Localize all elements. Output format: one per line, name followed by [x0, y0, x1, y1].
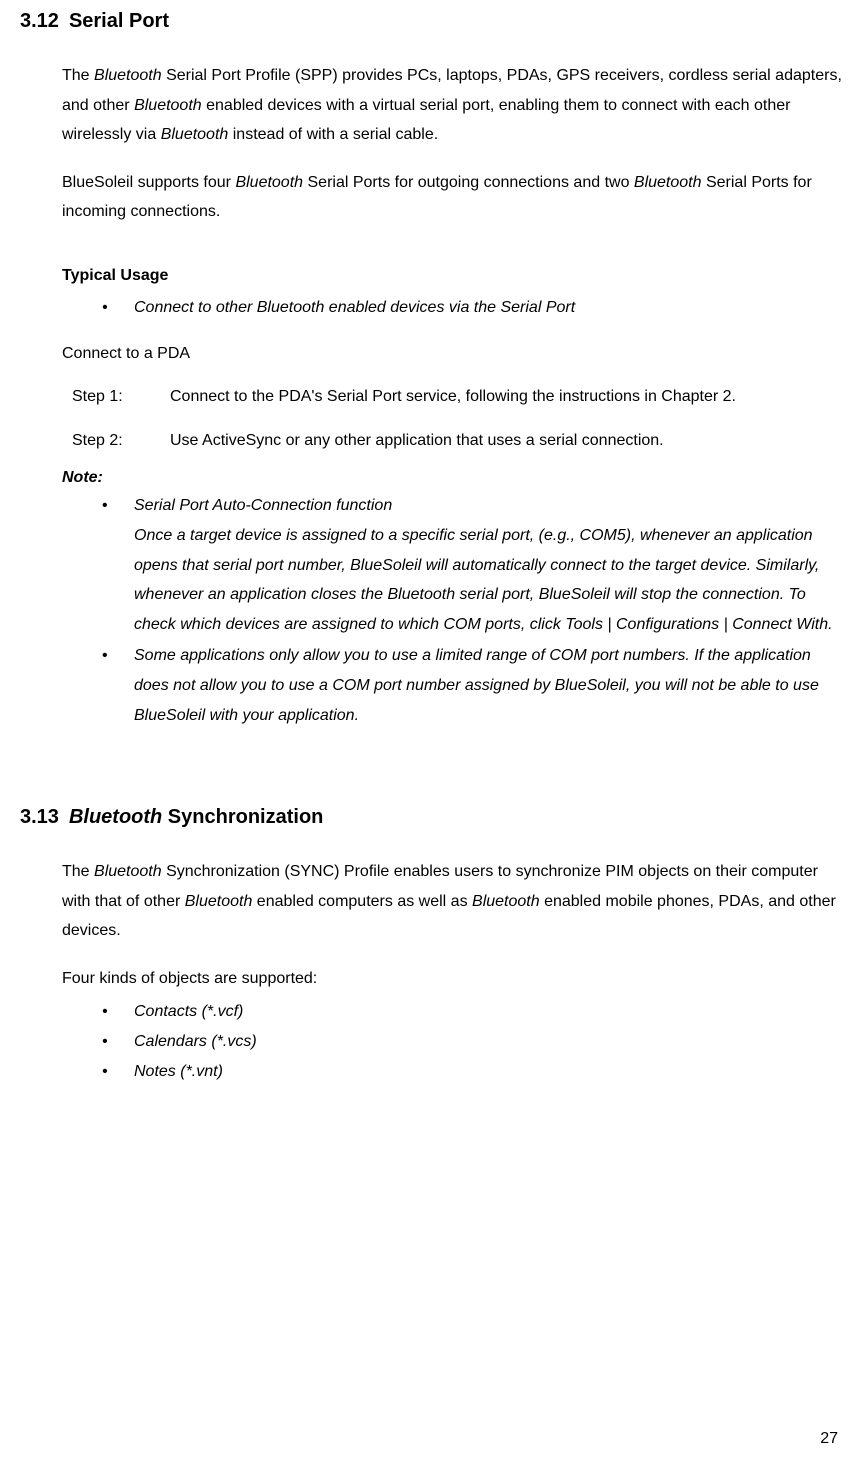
para2-bluetooth-2: Bluetooth	[634, 174, 702, 191]
s313-p1-text3: enabled computers as well as	[252, 893, 472, 910]
note-item-2: Some applications only allow you to use …	[102, 641, 844, 730]
page-number: 27	[820, 1430, 838, 1448]
step-1-text: Connect to the PDA's Serial Port service…	[170, 382, 844, 412]
para1-text: The	[62, 67, 94, 84]
usage-list: Connect to other Bluetooth enabled devic…	[62, 293, 844, 323]
section-312-number: 3.12	[20, 10, 59, 33]
note-heading: Note:	[62, 469, 844, 487]
note-item-1: Serial Port Auto-Connection function Onc…	[102, 491, 844, 639]
usage-bullet: Connect to other Bluetooth enabled devic…	[102, 293, 844, 323]
object-calendars: Calendars (*.vcs)	[102, 1027, 844, 1057]
step-1-row: Step 1: Connect to the PDA's Serial Port…	[62, 382, 844, 412]
para1-bluetooth-2: Bluetooth	[134, 97, 202, 114]
para2-text: BlueSoleil supports four	[62, 174, 235, 191]
section-313-content: The Bluetooth Synchronization (SYNC) Pro…	[20, 857, 844, 1086]
section-313-title-bt: Bluetooth	[69, 806, 162, 828]
object-contacts: Contacts (*.vcf)	[102, 997, 844, 1027]
s313-p1-bt3: Bluetooth	[472, 893, 540, 910]
s313-p1-bt2: Bluetooth	[185, 893, 253, 910]
note1-rest: Once a target device is assigned to a sp…	[134, 527, 833, 633]
section-312-content: The Bluetooth Serial Port Profile (SPP) …	[20, 61, 844, 730]
para1-bluetooth-3: Bluetooth	[161, 126, 229, 143]
note-list: Serial Port Auto-Connection function Onc…	[62, 491, 844, 730]
section-312-heading: 3.12 Serial Port	[20, 10, 844, 33]
s313-p1-text: The	[62, 863, 94, 880]
section-313-para2: Four kinds of objects are supported:	[62, 964, 844, 994]
section-312-para2: BlueSoleil supports four Bluetooth Seria…	[62, 168, 844, 227]
s313-p1-bt1: Bluetooth	[94, 863, 162, 880]
step-2-label: Step 2:	[72, 426, 170, 456]
section-312-para1: The Bluetooth Serial Port Profile (SPP) …	[62, 61, 844, 150]
step-2-text: Use ActiveSync or any other application …	[170, 426, 844, 456]
section-313-para1: The Bluetooth Synchronization (SYNC) Pro…	[62, 857, 844, 946]
section-312-title: Serial Port	[69, 10, 169, 32]
para1-bluetooth-1: Bluetooth	[94, 67, 162, 84]
objects-list: Contacts (*.vcf) Calendars (*.vcs) Notes…	[62, 997, 844, 1086]
typical-usage-heading: Typical Usage	[62, 267, 844, 285]
note1-line1: Serial Port Auto-Connection function	[134, 497, 392, 514]
section-313-title-rest: Synchronization	[162, 806, 323, 828]
para1-text-4: instead of with a serial cable.	[228, 126, 438, 143]
connect-pda-text: Connect to a PDA	[62, 339, 844, 369]
object-notes: Notes (*.vnt)	[102, 1057, 844, 1087]
step-1-label: Step 1:	[72, 382, 170, 412]
section-313-heading: 3.13 Bluetooth Synchronization	[20, 806, 844, 829]
step-2-row: Step 2: Use ActiveSync or any other appl…	[62, 426, 844, 456]
para2-text-2: Serial Ports for outgoing connections an…	[303, 174, 634, 191]
section-313-number: 3.13	[20, 806, 59, 829]
para2-bluetooth-1: Bluetooth	[235, 174, 303, 191]
section-313: 3.13 Bluetooth Synchronization The Blueto…	[20, 806, 844, 1086]
